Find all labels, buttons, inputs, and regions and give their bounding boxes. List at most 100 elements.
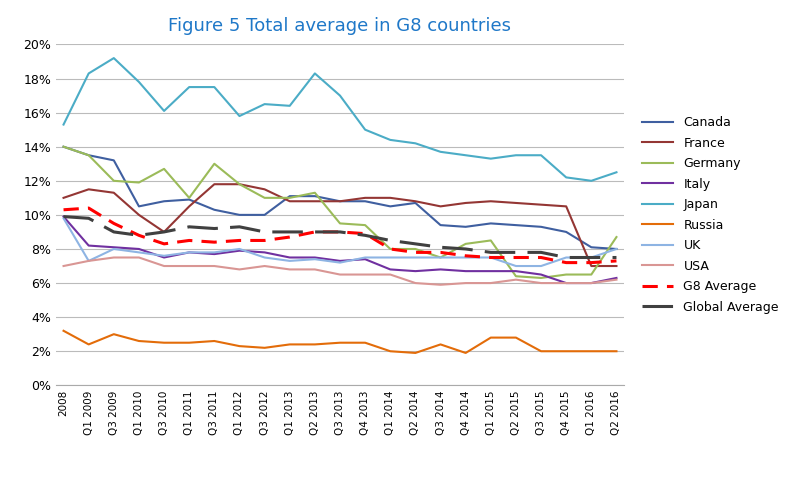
Global Average [109,229,118,235]
G8 Average [511,254,521,260]
Russia [159,340,169,346]
Line: France: France [63,184,617,266]
Germany [234,181,244,187]
France [461,200,470,206]
Global Average [536,249,546,255]
Italy [335,258,345,264]
Germany [285,195,294,201]
USA [234,266,244,272]
Japan [612,169,622,175]
Japan [84,71,94,77]
G8 Average [134,232,144,238]
Japan [562,174,571,180]
USA [410,280,420,286]
Japan [335,92,345,98]
Russia [410,350,420,356]
Japan [436,149,446,155]
USA [536,280,546,286]
Line: Global Average: Global Average [63,216,617,257]
Italy [109,245,118,250]
France [335,198,345,204]
Line: G8 Average: G8 Average [63,208,617,263]
Global Average [260,229,270,235]
Global Average [612,254,622,260]
Canada [486,220,495,226]
Line: Italy: Italy [63,216,617,283]
G8 Average [84,205,94,211]
Japan [386,137,395,143]
Global Average [586,254,596,260]
Germany [461,241,470,247]
France [159,229,169,235]
Germany [586,272,596,278]
G8 Average [234,238,244,244]
USA [285,266,294,272]
Russia [285,341,294,347]
France [185,204,194,209]
Japan [586,178,596,184]
G8 Average [109,220,118,226]
Italy [210,251,219,257]
Italy [461,268,470,274]
Global Average [386,238,395,244]
Canada [285,193,294,199]
France [360,195,370,201]
Global Average [58,213,68,219]
Line: USA: USA [63,257,617,285]
USA [562,280,571,286]
USA [109,254,118,260]
Line: Germany: Germany [63,147,617,278]
Global Average [335,229,345,235]
USA [586,280,596,286]
Russia [386,348,395,354]
UK [536,263,546,269]
Germany [335,220,345,226]
UK [586,254,596,260]
Global Average [486,249,495,255]
Canada [185,197,194,203]
Germany [511,273,521,279]
Germany [210,161,219,167]
Japan [260,101,270,107]
Germany [58,144,68,150]
USA [260,263,270,269]
France [58,195,68,201]
France [260,186,270,192]
UK [159,253,169,259]
USA [386,272,395,278]
Canada [159,198,169,204]
Italy [134,246,144,252]
Global Average [134,232,144,238]
Russia [536,348,546,354]
Global Average [210,226,219,232]
Canada [134,204,144,209]
Italy [586,280,596,286]
France [210,181,219,187]
Japan [360,127,370,133]
G8 Average [335,229,345,235]
France [562,204,571,209]
UK [109,246,118,252]
UK [335,260,345,266]
Canada [586,245,596,250]
G8 Average [612,258,622,264]
UK [260,254,270,260]
Germany [84,152,94,158]
USA [612,277,622,283]
Japan [159,108,169,114]
Canada [511,222,521,228]
Japan [461,152,470,158]
Russia [562,348,571,354]
G8 Average [159,241,169,247]
Canada [260,212,270,218]
G8 Average [185,238,194,244]
UK [210,249,219,255]
Japan [109,55,118,61]
Japan [210,84,219,90]
Italy [285,254,294,260]
Italy [310,254,320,260]
France [436,204,446,209]
UK [511,263,521,269]
Italy [536,272,546,278]
G8 Average [461,253,470,259]
